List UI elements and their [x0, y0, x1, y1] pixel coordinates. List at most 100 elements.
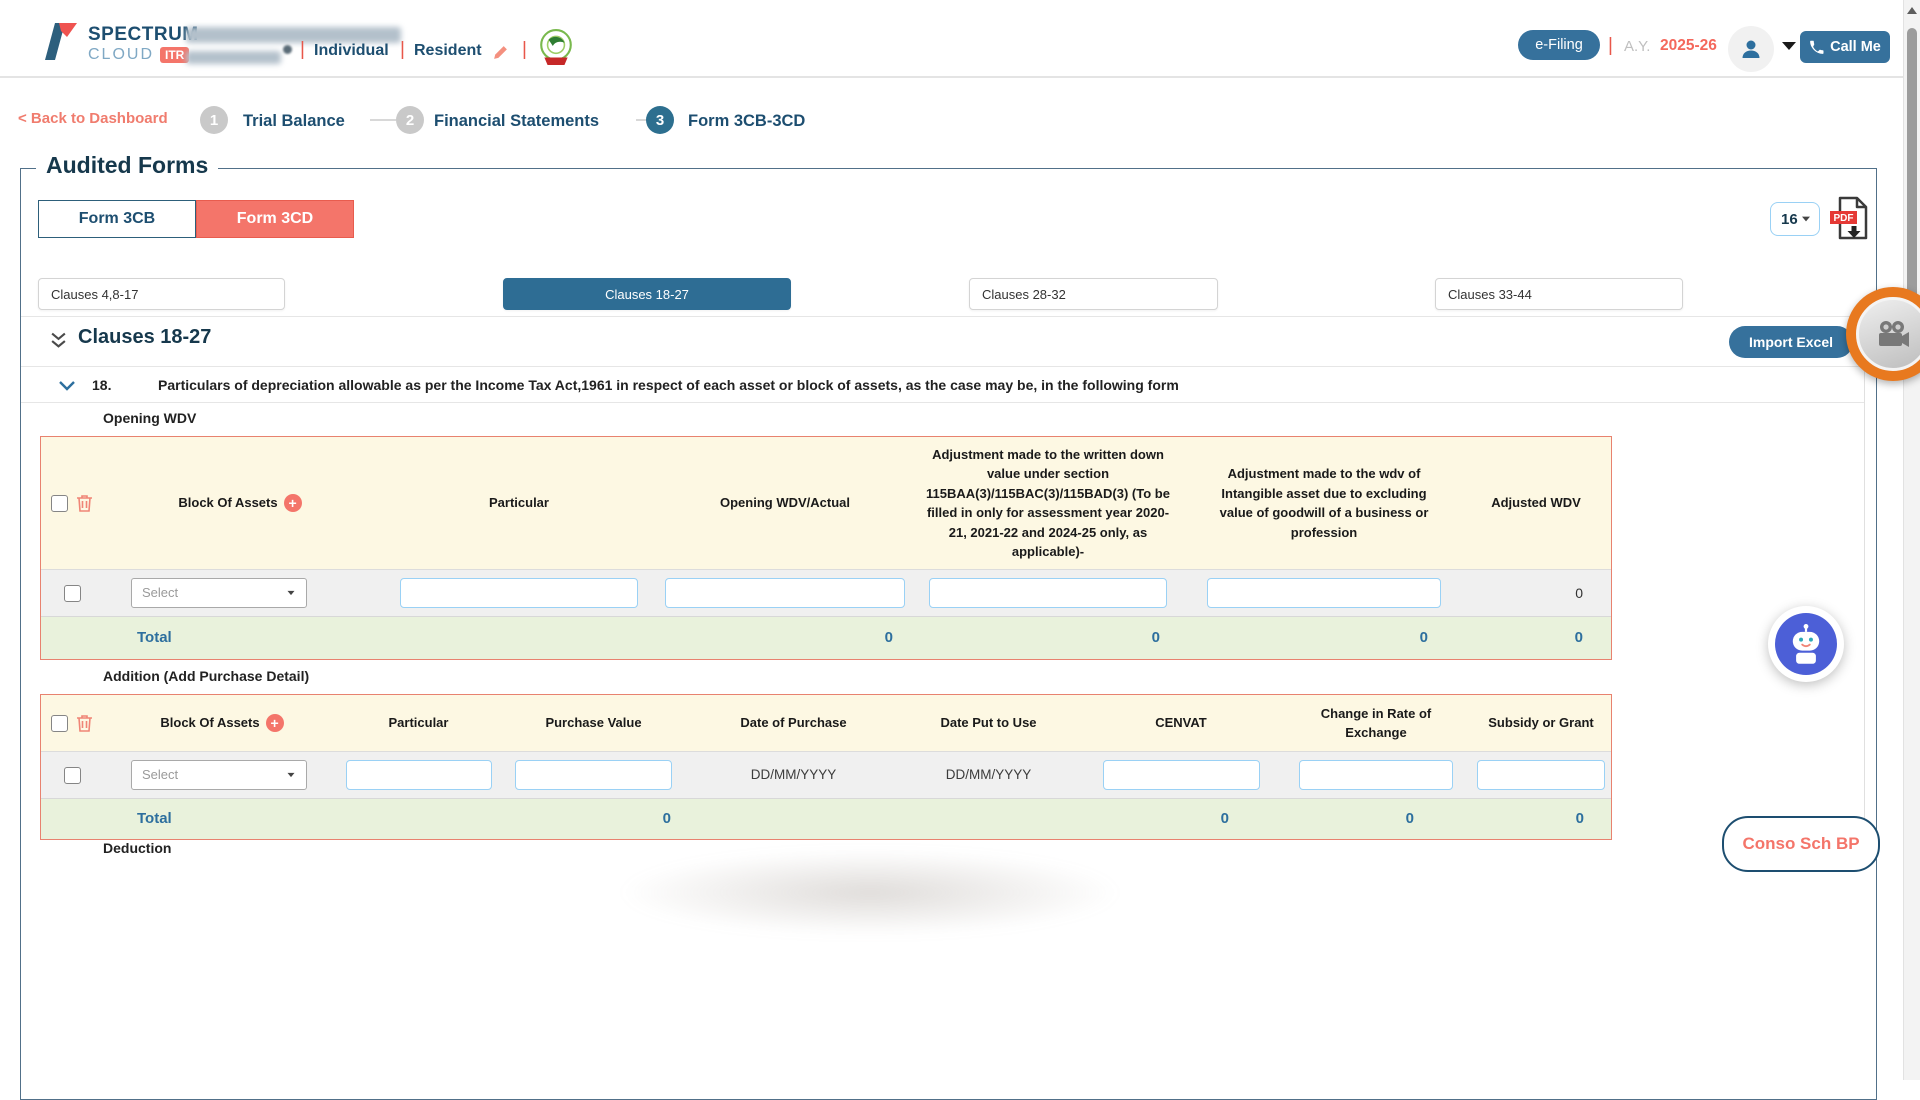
total-label: Total — [137, 628, 172, 646]
col-subsidy-or-grant: Subsidy or Grant — [1488, 715, 1594, 731]
particular-input[interactable] — [345, 760, 492, 790]
col-date-of-purchase: Date of Purchase — [740, 715, 847, 731]
cenvat-input[interactable] — [1102, 760, 1260, 790]
total-opening-wdv: 0 — [884, 628, 893, 646]
block-of-assets-select[interactable]: Select — [131, 760, 307, 790]
conso-sch-bp-button[interactable]: Conso Sch BP — [1722, 816, 1880, 872]
opening-wdv-header-row: Block Of Assets + Particular Opening WDV… — [41, 437, 1611, 569]
client-info-superscript-icon[interactable] — [283, 45, 292, 54]
block-of-assets-select[interactable]: Select — [131, 578, 307, 608]
addition-entry-row: Select DD/MM/YYYY DD/MM/YYYY — [41, 751, 1611, 798]
adjusted-wdv-value: 0 — [1575, 584, 1583, 601]
panel-inner-edge — [1864, 366, 1865, 866]
user-avatar[interactable] — [1728, 26, 1774, 72]
tab-form-3cd[interactable]: Form 3CD — [196, 200, 354, 238]
total-adjustment-115: 0 — [1151, 628, 1160, 646]
call-me-button[interactable]: Call Me — [1800, 31, 1890, 63]
import-excel-label: Import Excel — [1748, 334, 1834, 350]
separator: | — [1608, 35, 1613, 56]
date-of-purchase-field[interactable]: DD/MM/YYYY — [750, 766, 837, 782]
step-1-label[interactable]: Trial Balance — [243, 112, 345, 130]
step-2-circle[interactable]: 2 — [396, 106, 424, 134]
divider — [21, 316, 1875, 317]
pdf-page-select-value: 16 — [1781, 210, 1798, 228]
addition-total-row: Total 0 0 0 0 — [41, 798, 1611, 839]
ay-value: 2025-26 — [1660, 37, 1717, 54]
col-adjusted-wdv: Adjusted WDV — [1491, 495, 1581, 511]
scrollbar-up-arrow-icon[interactable] — [1907, 7, 1917, 14]
separator: | — [400, 39, 405, 60]
particular-input[interactable] — [400, 578, 638, 608]
clause-18-collapse-chevron-icon[interactable] — [58, 380, 76, 391]
tab-clauses-33-44[interactable]: Clauses 33-44 — [1435, 278, 1683, 310]
delete-rows-trash-icon[interactable] — [76, 714, 93, 733]
opening-wdv-input[interactable] — [665, 578, 905, 608]
clause-18-number: 18. — [92, 377, 112, 393]
total-adjusted-wdv: 0 — [1574, 628, 1583, 646]
tab-clauses-18-27[interactable]: Clauses 18-27 — [503, 278, 791, 310]
tab-clauses-4-8-17[interactable]: Clauses 4,8-17 — [38, 278, 285, 310]
chatbot-widget[interactable] — [1768, 606, 1844, 682]
col-particular: Particular — [388, 715, 449, 731]
efiling-button[interactable]: e-Filing — [1518, 30, 1600, 60]
col-particular: Particular — [489, 495, 549, 511]
step-connector — [370, 119, 396, 121]
tab-clauses-28-32[interactable]: Clauses 28-32 — [969, 278, 1218, 310]
back-to-dashboard-link[interactable]: < Back to Dashboard — [18, 110, 168, 127]
change-in-rate-input[interactable] — [1299, 760, 1453, 790]
adjustment-intangible-input[interactable] — [1207, 578, 1441, 608]
date-put-to-use-field[interactable]: DD/MM/YYYY — [945, 766, 1032, 782]
col-change-in-rate: Change in Rate of Exchange — [1320, 705, 1432, 741]
efiling-label: e-Filing — [1535, 37, 1583, 53]
header-bar: SPECTRUM CLOUD ITR | Individual | Reside… — [0, 0, 1920, 78]
total-label: Total — [137, 809, 172, 827]
tab-label: Clauses 33-44 — [1448, 286, 1532, 302]
tab-form-3cb[interactable]: Form 3CB — [38, 200, 196, 238]
collapse-double-chevron-icon[interactable] — [50, 332, 67, 349]
add-row-plus-icon[interactable]: + — [265, 714, 284, 732]
deduction-title: Deduction — [103, 840, 172, 856]
purchase-value-input[interactable] — [515, 760, 672, 790]
tab-form-3cb-label: Form 3CB — [78, 210, 156, 227]
step-3-circle[interactable]: 3 — [646, 106, 674, 134]
pdf-download-icon[interactable]: PDF — [1826, 194, 1874, 242]
pdf-badge-label: PDF — [1834, 213, 1854, 224]
select-all-checkbox[interactable] — [51, 494, 68, 512]
select-all-checkbox[interactable] — [51, 714, 68, 732]
divider — [21, 402, 1864, 403]
ca-emblem-icon — [540, 29, 572, 65]
scrollbar-thumb[interactable] — [1907, 28, 1917, 376]
adjustment-115-input[interactable] — [929, 578, 1167, 608]
addition-table: Block Of Assets + Particular Purchase Va… — [40, 694, 1612, 840]
row-checkbox[interactable] — [63, 766, 81, 784]
edit-pencil-icon[interactable] — [492, 44, 509, 61]
step-1-number: 1 — [209, 111, 219, 129]
subsidy-or-grant-input[interactable] — [1477, 760, 1605, 790]
row-checkbox[interactable] — [63, 584, 81, 602]
col-block-of-assets: Block Of Assets — [160, 715, 260, 731]
tab-label: Clauses 28-32 — [982, 286, 1066, 302]
screen-recorder-widget[interactable] — [1846, 287, 1920, 381]
brand-itr-badge: ITR — [160, 47, 190, 63]
step-3-label[interactable]: Form 3CB-3CD — [688, 112, 806, 130]
scrollbar-track[interactable] — [1903, 0, 1920, 1080]
robot-icon — [1792, 623, 1820, 664]
client-name-redacted — [186, 27, 401, 43]
add-row-plus-icon[interactable]: + — [283, 494, 302, 512]
profile-type-label: Individual — [314, 42, 389, 59]
opening-wdv-entry-row: Select 0 — [41, 569, 1611, 616]
step-2-label[interactable]: Financial Statements — [434, 112, 600, 130]
pdf-page-select[interactable]: 16 — [1770, 202, 1820, 236]
col-adjustment-intangible: Adjustment made to the wdv of Intangible… — [1219, 466, 1429, 540]
profile-dropdown-caret-icon[interactable] — [1782, 42, 1796, 50]
tab-form-3cd-label: Form 3CD — [236, 210, 314, 227]
chevron-down-icon — [287, 590, 295, 596]
call-me-label: Call Me — [1830, 39, 1881, 55]
clause-18-text: Particulars of depreciation allowable as… — [158, 377, 1179, 393]
select-placeholder: Select — [142, 767, 179, 783]
col-adjustment-115: Adjustment made to the written down valu… — [926, 446, 1170, 560]
import-excel-button[interactable]: Import Excel — [1729, 326, 1853, 358]
step-1-circle[interactable]: 1 — [200, 106, 228, 134]
delete-rows-trash-icon[interactable] — [76, 494, 93, 513]
